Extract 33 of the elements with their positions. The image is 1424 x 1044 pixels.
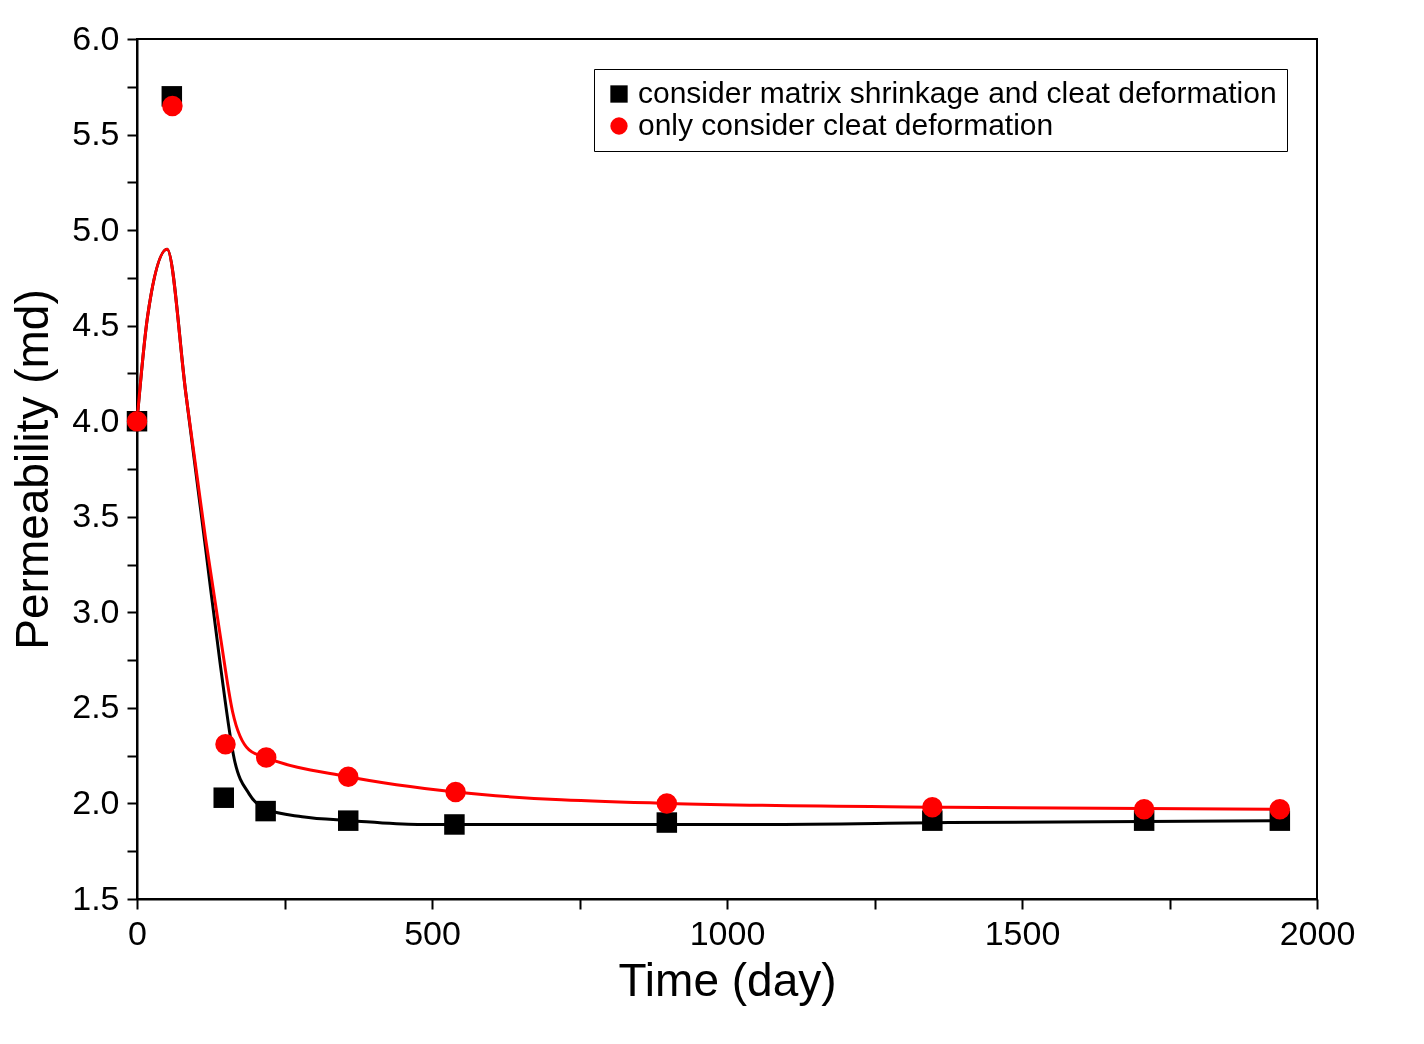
y-tick-label: 3.0 xyxy=(72,591,120,630)
point xyxy=(255,747,277,768)
point xyxy=(656,812,678,833)
point xyxy=(162,95,183,117)
point xyxy=(213,787,234,808)
y-tick-label: 5.0 xyxy=(72,209,120,248)
legend-label: only consider cleat deformation xyxy=(638,108,1054,141)
point xyxy=(444,814,465,835)
point xyxy=(215,733,236,755)
x-tick-label: 0 xyxy=(128,913,147,952)
x-tick-label: 2000 xyxy=(1279,913,1356,952)
point xyxy=(922,797,943,818)
point xyxy=(656,793,678,814)
legend-label: consider matrix shrinkage and cleat deformation xyxy=(638,76,1277,109)
y-axis-title: Permeability (md) xyxy=(6,289,59,650)
y-tick-label: 2.0 xyxy=(72,782,120,821)
point xyxy=(255,800,276,822)
point xyxy=(337,810,359,831)
point xyxy=(1133,798,1155,820)
point xyxy=(445,781,466,803)
point xyxy=(337,766,359,787)
x-axis-title: Time (day) xyxy=(618,953,837,1006)
x-tick-label: 500 xyxy=(404,913,461,952)
y-tick-label: 4.0 xyxy=(72,400,120,439)
point xyxy=(1269,798,1291,820)
y-tick-label: 3.5 xyxy=(72,496,120,535)
y-tick-label: 5.5 xyxy=(72,114,120,153)
y-tick-label: 6.0 xyxy=(72,18,120,57)
x-tick-label: 1000 xyxy=(689,913,766,952)
y-tick-label: 1.5 xyxy=(72,878,120,917)
x-tick-label: 1500 xyxy=(984,913,1061,952)
y-tick-label: 4.5 xyxy=(72,305,120,344)
y-tick-label: 2.5 xyxy=(72,687,120,726)
